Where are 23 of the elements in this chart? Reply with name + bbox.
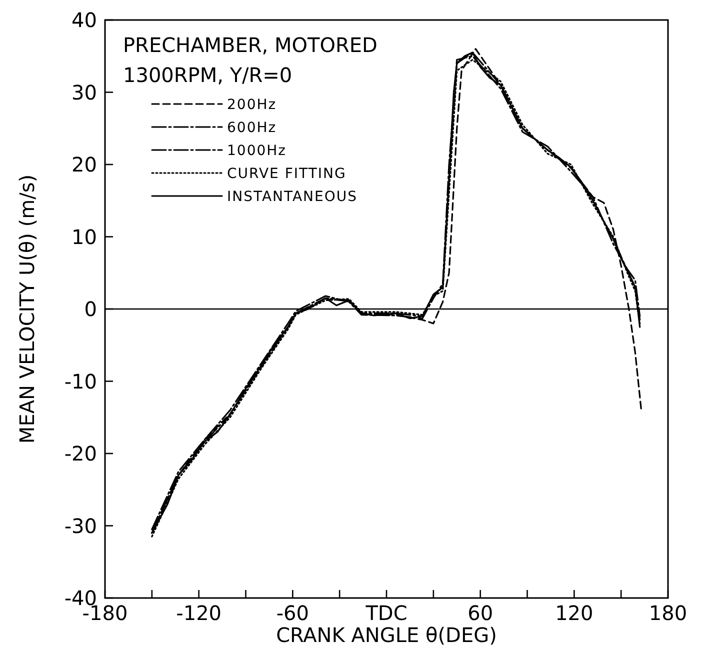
x-tick-label: -120: [176, 601, 222, 625]
y-tick-label: 20: [72, 152, 97, 176]
y-tick-label: -30: [64, 514, 97, 538]
x-tick-label: 60: [468, 601, 494, 625]
y-tick-label: -20: [64, 442, 97, 466]
y-tick-label: 10: [72, 224, 97, 249]
x-tick-label: 180: [648, 601, 688, 625]
legend-label: CURVE FITTING: [227, 166, 346, 182]
x-tick-label: 120: [555, 601, 594, 625]
x-tick-label: -60: [276, 601, 310, 625]
legend-label: 200Hz: [227, 97, 277, 113]
legend-label: INSTANTANEOUS: [227, 189, 358, 205]
legend-label: 600Hz: [227, 120, 277, 136]
text: PRECHAMBER, MOTORED: [123, 33, 378, 57]
legend-label: 1000Hz: [227, 143, 287, 159]
y-tick-label: 40: [72, 8, 97, 32]
x-axis-title: CRANK ANGLE θ(DEG): [276, 623, 497, 647]
y-tick-label: 30: [72, 80, 97, 104]
y-tick-label: -10: [64, 369, 97, 394]
x-tick-label: TDC: [364, 601, 408, 625]
text: 1300RPM, Y/R=0: [123, 63, 292, 87]
y-axis-title: MEAN VELOCITY U(θ) (m/s): [15, 174, 39, 444]
y-tick-label: 0: [84, 297, 97, 321]
